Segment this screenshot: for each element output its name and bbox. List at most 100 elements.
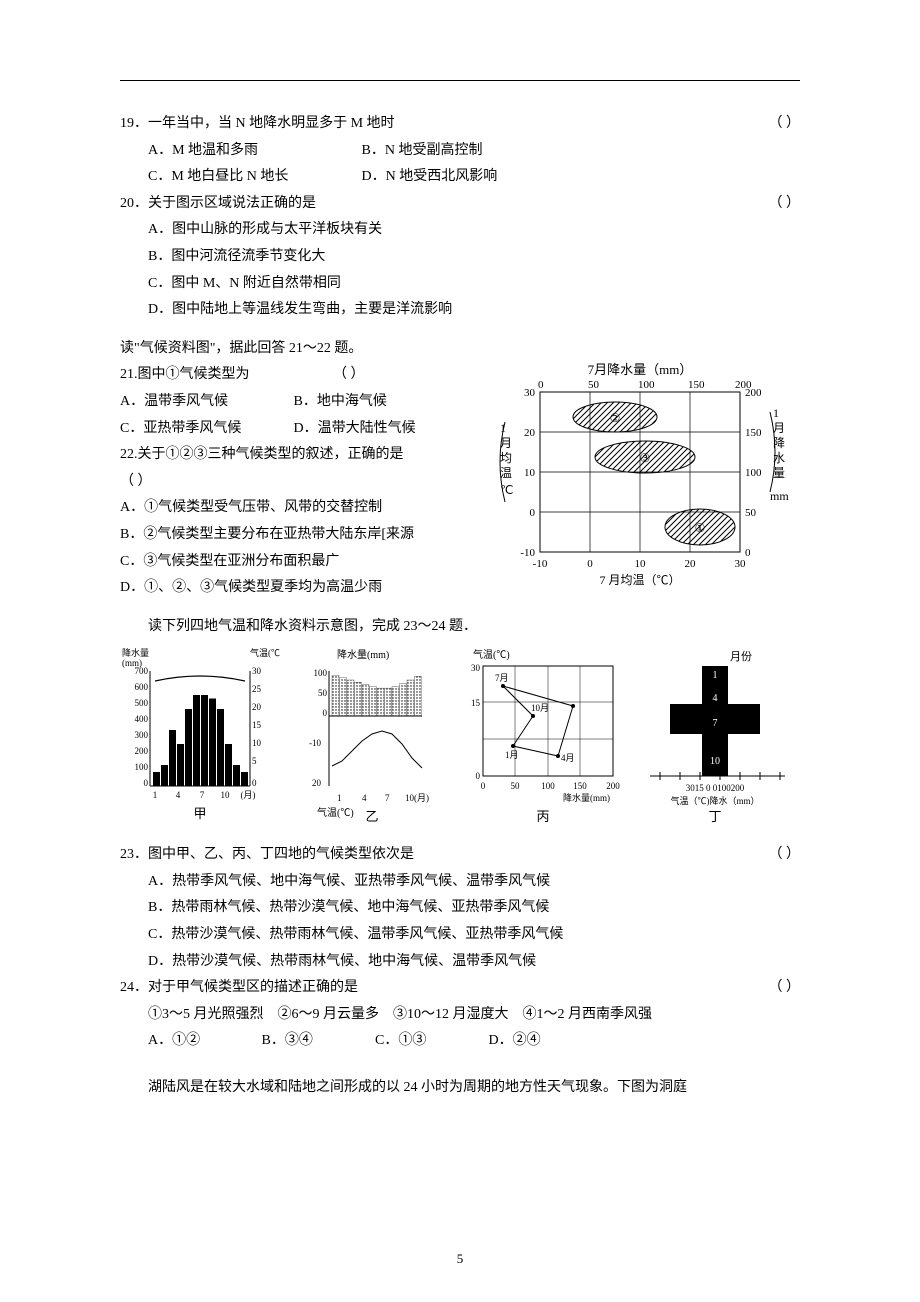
svg-text:0: 0 [481,781,486,791]
svg-text:丁: 丁 [708,809,721,824]
svg-text:25: 25 [252,684,262,694]
svg-text:②: ② [610,411,621,425]
q21-choice-b: B．地中海气候 [294,394,387,409]
q23-stem: 23．图中甲、乙、丙、丁四地的气候类型依次是 [120,842,414,869]
q22-choice-a: A．①气候类型受气压带、风带的交替控制 [120,495,468,522]
svg-text:10: 10 [524,467,536,479]
svg-text:4: 4 [176,790,181,800]
q24-choice-c: C．①③ [375,1028,485,1055]
svg-text:4: 4 [362,793,367,803]
svg-text:(月): (月) [241,790,256,800]
svg-text:①: ① [695,521,706,535]
svg-text:50: 50 [588,379,600,391]
svg-text:50: 50 [745,507,757,519]
svg-text:500: 500 [135,698,149,708]
climate-scatter-chart: 7月降水量（mm） 0 50 100 150 200 [480,362,800,592]
chart-ding: 月份 1 4 7 10 3015 0 010020 [630,646,800,826]
svg-text:20: 20 [312,778,322,788]
q24-choices: A．①② B．③④ C．①③ D．②④ [120,1028,800,1055]
q24-stem-row: 24．对于甲气候类型区的描述正确的是 （ ） [120,975,800,1002]
intro-23-24: 读下列四地气温和降水资料示意图，完成 23～24 题． [120,614,800,641]
svg-text:20: 20 [252,702,262,712]
q20-choice-d: D．图中陆地上等温线发生弯曲，主要是洋流影响 [120,297,800,324]
svg-text:0: 0 [144,778,149,788]
svg-text:月份: 月份 [730,650,752,663]
svg-text:气温(℃): 气温(℃) [473,648,510,661]
svg-text:③: ③ [640,451,651,465]
svg-text:100: 100 [745,467,762,479]
svg-text:15: 15 [252,720,262,730]
svg-text:0: 0 [745,547,751,559]
svg-text:200: 200 [745,387,762,399]
svg-text:温: 温 [500,466,512,480]
svg-text:30: 30 [524,387,536,399]
q22-choice-d: D．①、②、③气候类型夏季均为高温少雨 [120,575,468,602]
svg-text:100: 100 [638,379,655,391]
svg-text:50: 50 [511,781,521,791]
intro-21-22: 读"气候资料图"，据此回答 21～22 题。 [120,336,800,363]
svg-text:丙: 丙 [537,809,550,824]
svg-text:-10: -10 [309,738,321,748]
svg-text:10: 10 [252,738,262,748]
q19-choice-a: A．M 地温和多雨 [148,138,358,165]
svg-text:气温(℃): 气温(℃) [317,806,354,819]
q19-paren: （ ） [769,111,801,138]
q21-choice-a: A．温带季风气候 [120,389,290,416]
svg-text:100: 100 [542,781,556,791]
svg-text:1: 1 [712,670,717,681]
chart-bing: 气温(℃) 30 15 0 0 50 100 150 200 降水量(m [453,646,623,826]
q23-choice-a: A．热带季风气候、地中海气候、亚热带季风气候、温带季风气候 [120,869,800,896]
svg-text:降水量(mm): 降水量(mm) [337,648,389,661]
svg-text:10(月): 10(月) [405,793,429,803]
svg-text:0: 0 [587,558,593,570]
svg-text:30: 30 [735,558,747,570]
svg-text:150: 150 [688,379,705,391]
svg-text:30: 30 [252,666,262,676]
q21-choices-row2: C．亚热带季风气候 D．温带大陆性气候 [120,416,468,443]
svg-text:700: 700 [135,666,149,676]
q23-choice-d: D．热带沙漠气候、热带雨林气候、地中海气候、温带季风气候 [120,949,800,976]
q22-stem: 22.关于①②③三种气候类型的叙述，正确的是 [120,442,468,469]
svg-text:降水量: 降水量 [122,647,149,658]
svg-text:0: 0 [530,507,536,519]
q19-choice-c: C．M 地白昼比 N 地长 [148,164,358,191]
svg-text:200: 200 [135,746,149,756]
svg-text:3015 0 0100200: 3015 0 0100200 [686,783,745,793]
svg-text:150: 150 [745,427,762,439]
svg-text:气温(℃): 气温(℃) [250,647,280,658]
svg-text:5: 5 [252,756,257,766]
q19-stem: 19．一年当中，当 N 地降水明显多于 M 地时 [120,111,395,138]
svg-text:400: 400 [135,714,149,724]
svg-text:200: 200 [607,781,621,791]
q23-choice-b: B．热带雨林气候、热带沙漠气候、地中海气候、亚热带季风气候 [120,895,800,922]
svg-text:15: 15 [471,698,481,708]
svg-text:甲: 甲 [193,806,206,821]
q21-paren: （ ） [333,367,365,382]
q20-stem-row: 20．关于图示区域说法正确的是 （ ） [120,191,800,218]
q24-choice-a: A．①② [148,1028,258,1055]
svg-text:300: 300 [135,730,149,740]
svg-text:50: 50 [318,688,328,698]
svg-text:量: 量 [773,466,785,480]
q23-paren: （ ） [769,842,801,869]
svg-text:1月: 1月 [505,750,519,760]
q20-choice-c: C．图中 M、N 附近自然带相同 [120,271,800,298]
svg-text:20: 20 [524,427,536,439]
svg-text:1: 1 [153,790,158,800]
q23-choice-c: C．热带沙漠气候、热带雨林气候、温带季风气候、亚热带季风气候 [120,922,800,949]
svg-text:7: 7 [385,793,390,803]
q21-stem-row: 21.图中①气候类型为 （ ） [120,362,468,389]
svg-text:0: 0 [322,708,327,718]
outro-text: 湖陆风是在较大水域和陆地之间形成的以 24 小时为周期的地方性天气现象。下图为洞… [120,1075,800,1102]
svg-text:150: 150 [574,781,588,791]
q20-choice-a: A．图中山脉的形成与太平洋板块有关 [120,217,800,244]
chart-yi: 降水量(mm) 100 50 0 -10 20 1 4 7 10(月) 气温(℃… [287,646,447,826]
svg-text:1: 1 [337,793,342,803]
chart-jia: 降水量(mm) 气温(℃) 700 600 500 400 300 200 10… [120,646,280,826]
svg-text:乙: 乙 [365,809,378,824]
q24-paren: （ ） [769,975,801,1002]
svg-text:均: 均 [500,451,512,465]
q21-stem: 21.图中①气候类型为 [120,367,250,382]
svg-text:0: 0 [538,379,544,391]
q20-choice-b: B．图中河流径流季节变化大 [120,244,800,271]
